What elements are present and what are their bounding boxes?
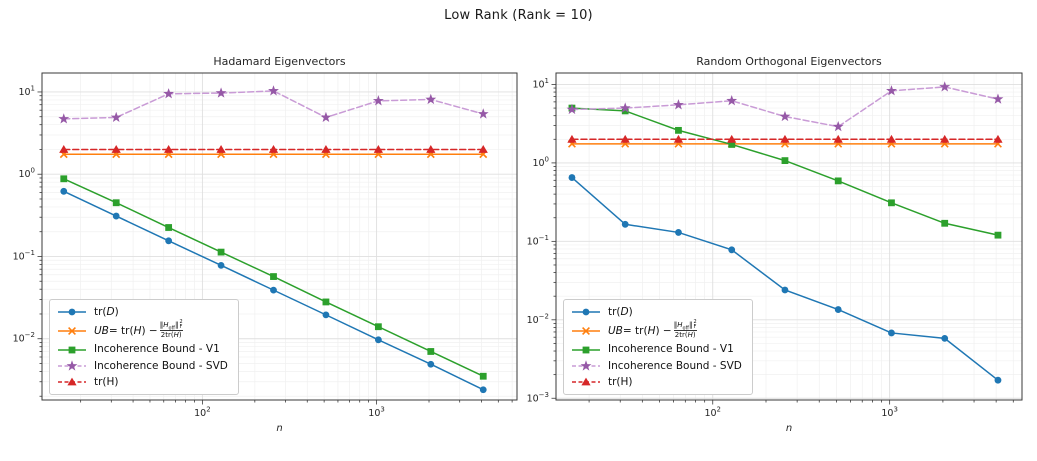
legend-label-V1: Incoherence Bound - V1	[608, 343, 734, 356]
series-SVD	[566, 81, 1004, 132]
legend-marker-triangle-icon	[572, 377, 600, 386]
random-orthogonal-legend: tr(D) UB = tr(H) − ‖Hoff‖ 2 F 2tr(H) Incohere…	[563, 299, 753, 395]
svg-text:101: 101	[18, 84, 35, 98]
legend-label-UB: UB = tr(H) − ‖Hoff‖ 2 F 2tr(H)	[608, 319, 697, 340]
x-axis-label-0: n	[276, 423, 282, 434]
legend-item-UB: UB = tr(H) − ‖Hoff‖ 2 F 2tr(H)	[571, 319, 742, 340]
legend-item-SVD: Incoherence Bound - SVD	[571, 359, 742, 373]
svg-text:10−1: 10−1	[13, 249, 35, 263]
svg-text:10−2: 10−2	[527, 312, 549, 326]
legend-marker-circle-icon	[572, 308, 600, 316]
figure-title: Low Rank (Rank = 10)	[444, 8, 593, 23]
legend-marker-circle-icon	[58, 308, 86, 316]
legend-item-trH: tr(H)	[571, 375, 742, 389]
svg-text:100: 100	[532, 155, 549, 169]
legend-item-V1: Incoherence Bound - V1	[57, 342, 228, 356]
svg-text:103: 103	[881, 406, 898, 420]
legend-item-UB: UB = tr(H) − ‖Hoff‖ 2 F 2tr(H)	[57, 319, 228, 340]
legend-item-trD: tr(D)	[57, 305, 228, 319]
legend-label-SVD: Incoherence Bound - SVD	[94, 359, 228, 372]
subplot-0: 102 103 101 100 10−1 10−2 Hadamard Eigenvector…	[13, 55, 518, 434]
legend-item-V1: Incoherence Bound - V1	[571, 342, 742, 356]
series-trH	[59, 145, 488, 153]
legend-item-trH: tr(H)	[57, 375, 228, 389]
tick-labels: 102 103 101 100 10−1 10−2 10−3	[527, 77, 898, 419]
svg-text:102: 102	[194, 406, 211, 420]
legend-label-trD: tr(D)	[608, 306, 633, 319]
legend-label-trD: tr(D)	[94, 306, 119, 319]
legend-marker-triangle-icon	[58, 377, 86, 386]
legend-marker-square-icon	[58, 346, 86, 353]
axes-box	[41, 72, 518, 401]
svg-text:100: 100	[18, 167, 35, 181]
series-trD	[568, 174, 1002, 384]
legend-item-SVD: Incoherence Bound - SVD	[57, 359, 228, 373]
series-trH	[567, 134, 1003, 143]
legend-marker-x-icon	[58, 326, 86, 335]
svg-text:101: 101	[532, 77, 549, 91]
subplot-title-1: Random Orthogonal Eigenvectors	[696, 55, 882, 68]
series-V1	[60, 175, 487, 380]
hadamard-legend: tr(D) UB = tr(H) − ‖Hoff‖ 2 F 2tr(H) Incohere…	[49, 299, 239, 395]
legend-label-UB: UB = tr(H) − ‖Hoff‖ 2 F 2tr(H)	[94, 319, 183, 340]
svg-text:10−2: 10−2	[13, 331, 35, 345]
x-axis-label-1: n	[786, 423, 792, 434]
subplot-title-0: Hadamard Eigenvectors	[213, 55, 346, 68]
legend-label-SVD: Incoherence Bound - SVD	[608, 359, 742, 372]
legend-marker-star-icon	[572, 360, 600, 371]
axes-box	[555, 72, 1023, 401]
legend-label-V1: Incoherence Bound - V1	[94, 343, 220, 356]
subplot-1: 102 103 101 100 10−1 10−2 10−3 Random Orthogona…	[527, 55, 1023, 434]
svg-text:10−1: 10−1	[527, 234, 549, 248]
svg-text:10−3: 10−3	[527, 391, 549, 405]
tick-labels: 102 103 101 100 10−1 10−2	[13, 84, 385, 419]
legend-marker-x-icon	[572, 326, 600, 335]
series-trD	[60, 187, 487, 394]
svg-text:102: 102	[704, 406, 721, 420]
svg-text:103: 103	[368, 406, 385, 420]
ticks	[37, 91, 513, 405]
series-V1	[568, 104, 1002, 239]
legend-label-trH: tr(H)	[94, 375, 119, 388]
legend-item-trD: tr(D)	[571, 305, 742, 319]
legend-label-trH: tr(H)	[608, 375, 633, 388]
legend-marker-star-icon	[58, 360, 86, 371]
series-SVD	[58, 85, 489, 124]
ticks	[551, 84, 1014, 405]
legend-marker-square-icon	[572, 346, 600, 353]
